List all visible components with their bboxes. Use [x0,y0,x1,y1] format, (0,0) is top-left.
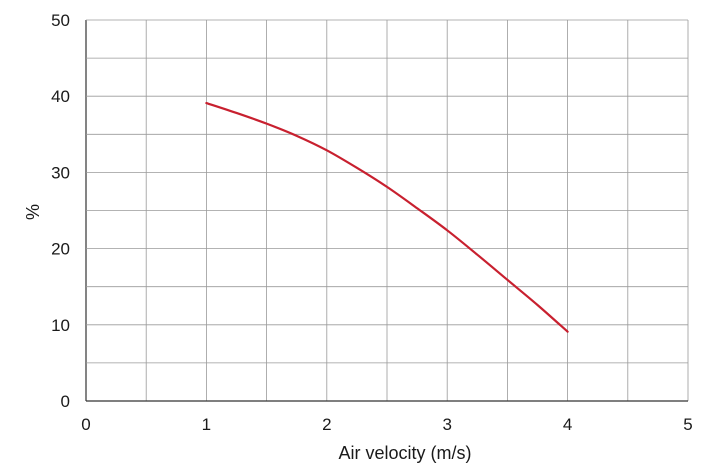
y-tick-label: 20 [51,240,70,259]
y-tick-label: 0 [61,392,70,411]
y-tick-label: 40 [51,87,70,106]
y-axis-title: % [23,204,43,220]
x-tick-label: 4 [563,415,572,434]
series-line-0 [205,101,569,333]
grid-lines [85,19,689,402]
x-axis-title: Air velocity (m/s) [338,443,471,463]
x-tick-label: 5 [683,415,692,434]
series-layer [205,101,569,333]
x-tick-label: 2 [322,415,331,434]
x-tick-label: 1 [202,415,211,434]
x-tick-label: 0 [81,415,90,434]
x-tick-label: 3 [442,415,451,434]
y-tick-label: 50 [51,11,70,30]
y-tick-label: 30 [51,163,70,182]
y-tick-label: 10 [51,316,70,335]
